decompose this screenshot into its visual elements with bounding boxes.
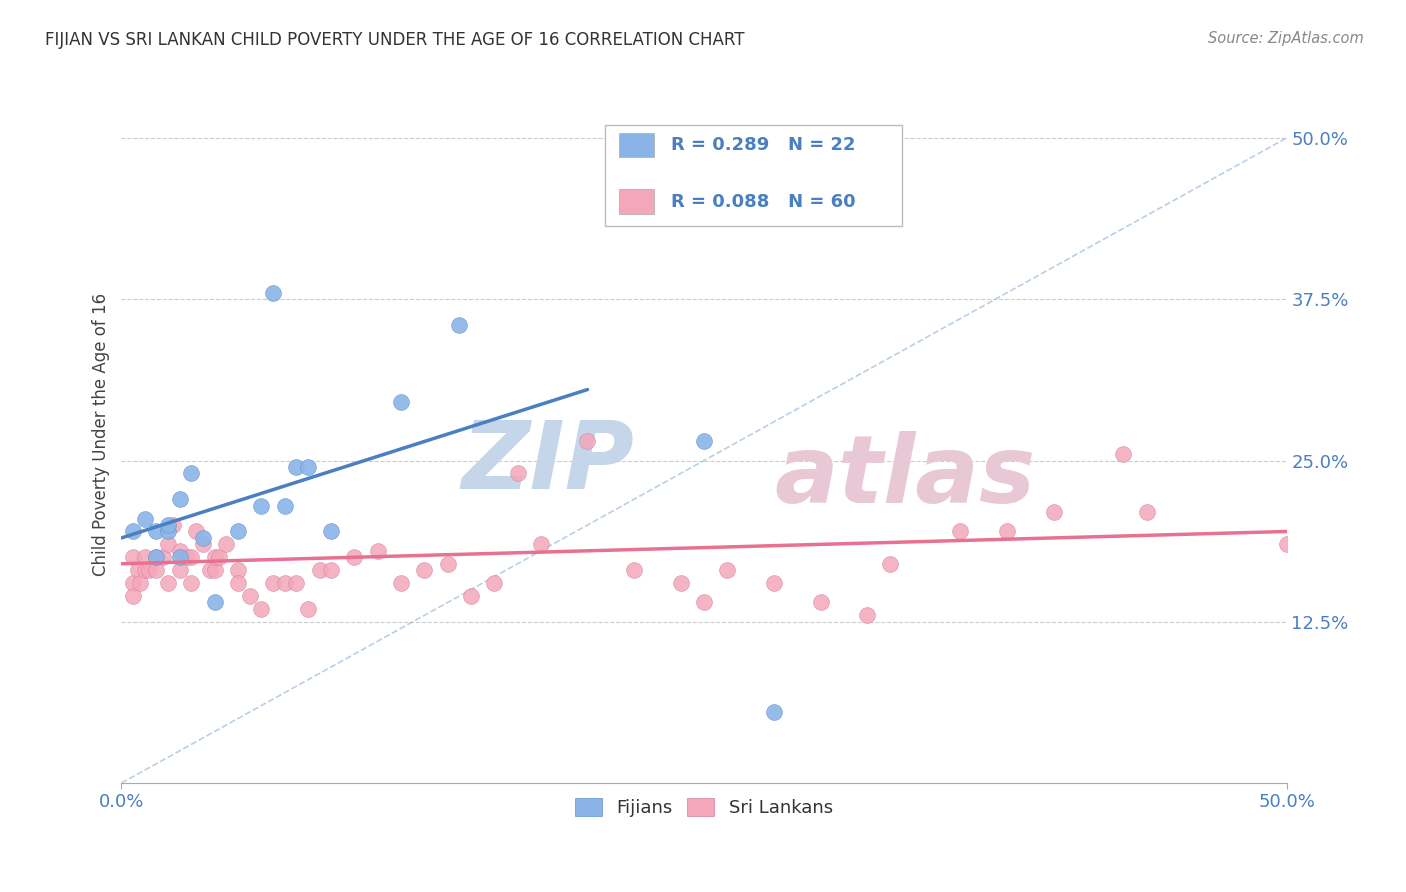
Point — [879, 557, 901, 571]
Point — [250, 602, 273, 616]
Point — [250, 499, 273, 513]
Point — [1042, 505, 1064, 519]
Point — [122, 550, 145, 565]
Point — [716, 563, 738, 577]
Y-axis label: Child Poverty Under the Age of 16: Child Poverty Under the Age of 16 — [93, 293, 110, 576]
Point — [191, 531, 214, 545]
Point — [449, 318, 471, 332]
Point — [169, 544, 191, 558]
Point — [157, 518, 180, 533]
Point — [215, 537, 238, 551]
Point — [762, 705, 785, 719]
Point — [145, 524, 167, 539]
Point — [367, 544, 389, 558]
Point — [623, 563, 645, 577]
Point — [389, 576, 412, 591]
Point — [530, 537, 553, 551]
Point — [460, 589, 482, 603]
Point — [134, 550, 156, 565]
Point — [285, 460, 308, 475]
Text: Source: ZipAtlas.com: Source: ZipAtlas.com — [1208, 31, 1364, 46]
Point — [693, 595, 716, 609]
Point — [506, 467, 529, 481]
Point — [226, 524, 249, 539]
Text: atlas: atlas — [773, 431, 1035, 523]
Point — [184, 524, 207, 539]
Point — [297, 602, 319, 616]
Point — [226, 563, 249, 577]
Bar — [619, 133, 654, 157]
Point — [576, 434, 599, 449]
Point — [995, 524, 1018, 539]
Point — [134, 511, 156, 525]
Point — [810, 595, 832, 609]
Point — [273, 576, 295, 591]
Point — [180, 467, 202, 481]
Point — [308, 563, 330, 577]
Text: FIJIAN VS SRI LANKAN CHILD POVERTY UNDER THE AGE OF 16 CORRELATION CHART: FIJIAN VS SRI LANKAN CHILD POVERTY UNDER… — [45, 31, 745, 49]
Point — [484, 576, 506, 591]
Point — [180, 550, 202, 565]
Bar — [619, 189, 654, 214]
Point — [191, 537, 214, 551]
Point — [1136, 505, 1159, 519]
Point — [208, 550, 231, 565]
Point — [138, 563, 160, 577]
Point — [321, 524, 343, 539]
Point — [239, 589, 262, 603]
Point — [134, 563, 156, 577]
Point — [129, 576, 152, 591]
Point — [1112, 447, 1135, 461]
Point — [198, 563, 221, 577]
Legend: Fijians, Sri Lankans: Fijians, Sri Lankans — [568, 790, 841, 824]
Point — [145, 563, 167, 577]
Point — [145, 550, 167, 565]
Point — [157, 524, 180, 539]
Point — [204, 563, 226, 577]
Point — [122, 589, 145, 603]
Point — [169, 492, 191, 507]
Point — [273, 499, 295, 513]
Point — [162, 518, 184, 533]
Point — [343, 550, 366, 565]
Point — [856, 608, 879, 623]
Point — [762, 576, 785, 591]
Point — [204, 550, 226, 565]
Point — [262, 576, 284, 591]
Point — [145, 550, 167, 565]
Point — [122, 524, 145, 539]
Text: ZIP: ZIP — [461, 417, 634, 508]
Point — [157, 576, 180, 591]
Point — [180, 576, 202, 591]
Point — [176, 550, 198, 565]
Point — [413, 563, 436, 577]
Point — [669, 576, 692, 591]
Point — [693, 434, 716, 449]
Point — [389, 395, 412, 409]
Point — [122, 576, 145, 591]
Text: R = 0.088   N = 60: R = 0.088 N = 60 — [672, 193, 856, 211]
Point — [1275, 537, 1298, 551]
Point — [127, 563, 149, 577]
Point — [297, 460, 319, 475]
Point — [157, 537, 180, 551]
Point — [204, 595, 226, 609]
Point — [169, 550, 191, 565]
Point — [226, 576, 249, 591]
Point — [262, 285, 284, 300]
Point — [285, 576, 308, 591]
Point — [169, 563, 191, 577]
Point — [949, 524, 972, 539]
Point — [436, 557, 458, 571]
Point — [152, 550, 174, 565]
Text: R = 0.289   N = 22: R = 0.289 N = 22 — [672, 136, 856, 154]
Point — [321, 563, 343, 577]
FancyBboxPatch shape — [605, 125, 903, 226]
